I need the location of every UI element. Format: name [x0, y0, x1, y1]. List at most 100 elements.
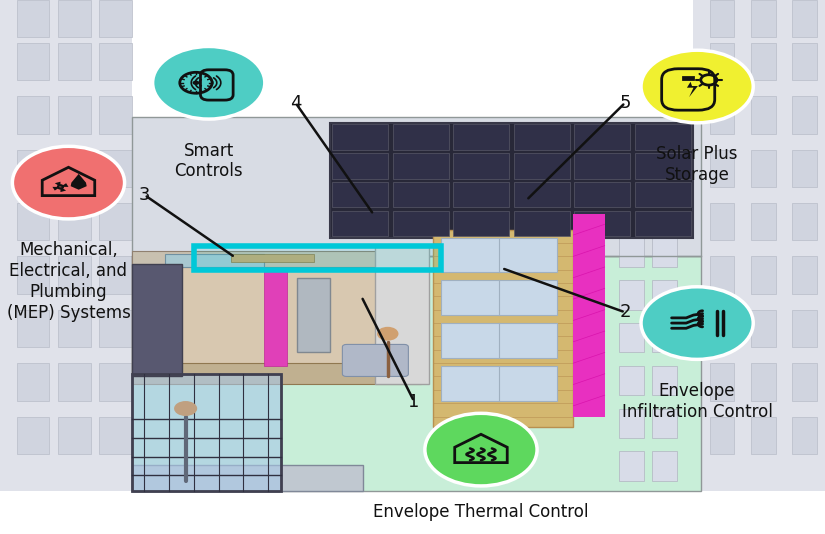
Bar [574, 124, 630, 150]
Bar [99, 310, 132, 347]
Bar [751, 150, 775, 187]
Bar [514, 182, 569, 207]
Bar [99, 256, 132, 294]
Bar [751, 256, 775, 294]
Circle shape [641, 287, 753, 359]
Bar [58, 0, 91, 37]
Bar [99, 417, 132, 454]
Bar [332, 153, 388, 178]
Bar [58, 363, 91, 400]
Bar [619, 323, 644, 352]
Circle shape [377, 327, 398, 341]
Bar [454, 124, 509, 150]
Circle shape [12, 146, 125, 219]
Bar [332, 210, 388, 236]
Polygon shape [53, 187, 60, 191]
Bar [635, 210, 691, 236]
Polygon shape [132, 117, 701, 256]
Circle shape [641, 50, 753, 123]
Bar [710, 0, 734, 37]
Bar [99, 43, 132, 80]
Bar [58, 43, 91, 80]
Bar [635, 124, 691, 150]
Bar [132, 264, 182, 376]
Bar [619, 366, 644, 395]
Bar [792, 150, 817, 187]
Bar [652, 366, 676, 395]
Bar [751, 310, 775, 347]
Bar [16, 0, 49, 37]
Bar [683, 76, 693, 80]
Circle shape [153, 46, 265, 119]
Bar [652, 323, 676, 352]
Text: Envelope
Infiltration Control: Envelope Infiltration Control [622, 382, 772, 421]
Bar [99, 203, 132, 240]
Polygon shape [60, 187, 66, 192]
Bar [619, 238, 644, 267]
Text: Solar Plus
Storage: Solar Plus Storage [657, 145, 738, 184]
Bar [58, 203, 91, 240]
Bar [574, 182, 630, 207]
Bar [58, 150, 91, 187]
FancyBboxPatch shape [342, 344, 408, 376]
Polygon shape [0, 0, 132, 491]
Text: Smart
Controls: Smart Controls [174, 142, 243, 180]
Bar [792, 417, 817, 454]
Bar [16, 256, 49, 294]
Bar [792, 256, 817, 294]
Circle shape [192, 81, 200, 85]
Bar [574, 153, 630, 178]
Bar [393, 124, 449, 150]
Bar [441, 323, 557, 358]
Bar [99, 363, 132, 400]
Bar [375, 246, 429, 384]
Bar [99, 96, 132, 134]
Bar [16, 417, 49, 454]
Bar [393, 153, 449, 178]
Bar [514, 124, 569, 150]
Text: Mechanical,
Electrical, and
Plumbing
(MEP) Systems: Mechanical, Electrical, and Plumbing (ME… [7, 241, 130, 322]
Bar [751, 43, 775, 80]
Bar [710, 310, 734, 347]
Bar [297, 278, 330, 352]
Bar [514, 153, 569, 178]
Bar [264, 270, 287, 366]
Polygon shape [54, 182, 60, 187]
Polygon shape [60, 183, 68, 187]
Bar [710, 96, 734, 134]
Bar [99, 0, 132, 37]
Bar [792, 43, 817, 80]
Bar [194, 246, 441, 270]
Bar [58, 96, 91, 134]
Bar [441, 238, 557, 272]
Bar [58, 256, 91, 294]
Bar [574, 210, 630, 236]
Bar [393, 182, 449, 207]
Circle shape [425, 413, 537, 486]
Text: Envelope Thermal Control: Envelope Thermal Control [373, 503, 589, 521]
Bar [332, 182, 388, 207]
Bar [792, 310, 817, 347]
Bar [132, 363, 421, 384]
Bar [619, 451, 644, 481]
Bar [751, 417, 775, 454]
Bar [231, 254, 314, 262]
Bar [16, 150, 49, 187]
Bar [454, 153, 509, 178]
Bar [16, 310, 49, 347]
Bar [16, 96, 49, 134]
Bar [751, 363, 775, 400]
Bar [751, 203, 775, 240]
Bar [132, 256, 421, 374]
Text: 5: 5 [620, 93, 631, 112]
Bar [454, 182, 509, 207]
Bar [132, 251, 421, 267]
Bar [58, 310, 91, 347]
Bar [393, 210, 449, 236]
Polygon shape [687, 82, 698, 97]
Polygon shape [132, 256, 701, 491]
Bar [652, 280, 676, 310]
Bar [751, 96, 775, 134]
Bar [792, 96, 817, 134]
Bar [792, 0, 817, 37]
